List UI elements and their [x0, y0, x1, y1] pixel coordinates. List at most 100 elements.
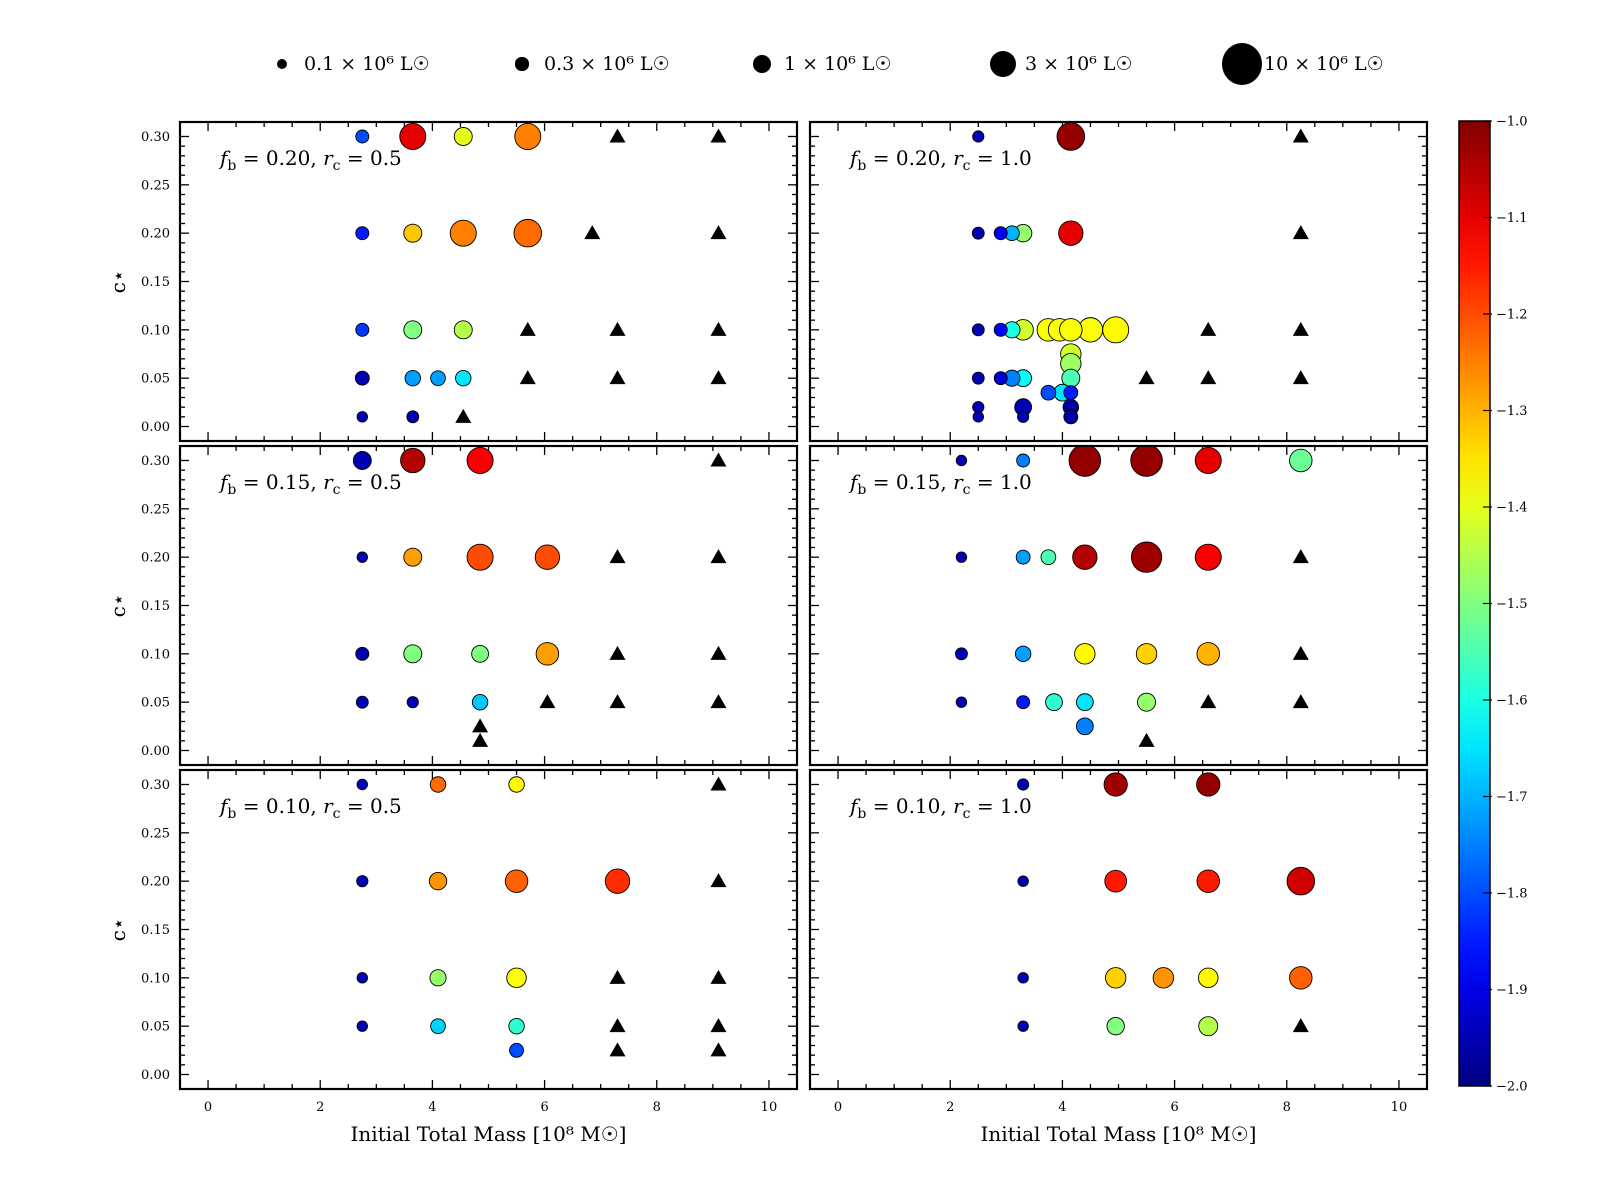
data-point — [1016, 695, 1031, 710]
data-point — [1104, 869, 1128, 893]
panel-fb020-rc05: 0.00 0.05 0.10 0.15 0.20 0.25 0.30 c⋆ fb = 0.20,… — [106, 120, 799, 443]
x-tick-label: 4 — [428, 1100, 436, 1115]
data-point — [1286, 866, 1316, 896]
legend-label: 0.1 × 10⁶ L☉ — [304, 53, 430, 75]
triangle-marker — [1292, 694, 1309, 709]
data-point — [356, 972, 368, 984]
colorbar-tick-label: −2.0 — [1496, 1080, 1528, 1095]
x-tick-label: 10 — [761, 1100, 778, 1115]
data-point — [399, 123, 427, 150]
triangle-marker — [710, 370, 727, 385]
triangle-marker — [1292, 1018, 1309, 1033]
data-point — [1045, 693, 1063, 712]
legend-marker — [515, 57, 529, 71]
data-point — [1289, 966, 1313, 990]
data-point — [471, 644, 489, 663]
data-point — [355, 226, 370, 241]
triangle-marker — [584, 225, 601, 240]
triangle-marker — [609, 321, 626, 336]
data-point — [352, 451, 372, 470]
triangle-marker — [1292, 225, 1309, 240]
legend-item: 3 × 10⁶ L☉ — [983, 44, 1133, 84]
data-point — [355, 129, 370, 144]
data-point — [1102, 316, 1130, 344]
data-point — [506, 967, 527, 989]
triangle-marker — [710, 873, 727, 888]
triangle-marker — [710, 776, 727, 791]
legend-item: 1 × 10⁶ L☉ — [742, 44, 892, 84]
colorbar-tick-label: −1.3 — [1496, 404, 1528, 419]
triangle-marker — [519, 370, 536, 385]
markers — [352, 447, 727, 747]
x-tick-label: 4 — [1058, 1100, 1066, 1115]
y-tick-label: 0.30 — [141, 130, 170, 145]
data-point — [1289, 448, 1313, 473]
legend-marker — [276, 58, 288, 70]
data-point — [1063, 409, 1079, 425]
data-point — [466, 447, 494, 474]
data-point — [1040, 549, 1057, 566]
panel-fb015-rc10: fb = 0.15, rc = 1.0 — [808, 444, 1429, 767]
data-point — [1196, 642, 1220, 666]
panel-label: fb = 0.10, rc = 0.5 — [218, 794, 402, 822]
y-tick-label: 0.10 — [141, 323, 170, 338]
data-point — [355, 695, 369, 709]
y-tick-label: 0.05 — [141, 1020, 170, 1035]
data-point — [534, 544, 561, 570]
panel-frame — [178, 120, 799, 443]
triangle-marker — [472, 732, 489, 747]
triangle-marker — [1292, 645, 1309, 660]
legend-label: 10 × 10⁶ L☉ — [1264, 53, 1384, 75]
x-tick-label: 6 — [540, 1100, 548, 1115]
data-point — [453, 320, 473, 340]
triangle-marker — [455, 408, 472, 423]
data-point — [1135, 643, 1158, 665]
y-tick-label: 0.30 — [141, 454, 170, 469]
y-axis-label: c⋆ — [106, 270, 130, 294]
triangle-marker — [472, 718, 489, 733]
panel-frame — [178, 444, 799, 767]
panel-fb010-rc10: 0 2 4 6 8 10 Initial Total Mass [10⁸ M☉] fb = 0… — [808, 768, 1429, 1146]
legend-item: 0.3 × 10⁶ L☉ — [502, 44, 670, 84]
triangle-marker — [1200, 694, 1217, 709]
triangle-marker — [609, 645, 626, 660]
triangle-marker — [609, 969, 626, 984]
data-point — [1016, 453, 1031, 468]
markers — [354, 123, 727, 424]
panel-label: fb = 0.15, rc = 1.0 — [848, 470, 1032, 498]
data-point — [1074, 643, 1096, 665]
panel-frame — [808, 120, 1429, 443]
y-tick-label: 0.20 — [141, 227, 170, 242]
x-tick-label: 0 — [834, 1100, 842, 1115]
data-point — [1040, 384, 1057, 401]
data-point — [356, 875, 369, 888]
data-point — [1017, 410, 1030, 423]
triangle-marker — [710, 1042, 727, 1057]
legend-marker — [989, 50, 1017, 78]
data-point — [514, 123, 542, 150]
data-point — [1068, 446, 1102, 477]
data-point — [1058, 220, 1084, 246]
colorbar-tick-label: −1.6 — [1496, 694, 1528, 709]
y-tick-label: 0.15 — [141, 923, 170, 938]
data-point — [1106, 1016, 1125, 1036]
legend-label: 1 × 10⁶ L☉ — [784, 53, 892, 75]
data-point — [1137, 692, 1156, 712]
triangle-marker — [1292, 128, 1309, 143]
data-point — [972, 411, 984, 423]
y-tick-label: 0.25 — [141, 502, 170, 517]
y-tick-label: 0.00 — [141, 420, 170, 435]
triangle-marker — [609, 1042, 626, 1057]
panel-frame — [178, 768, 799, 1091]
data-point — [1194, 447, 1222, 474]
markers — [1017, 772, 1316, 1037]
data-point — [972, 401, 985, 414]
data-point — [455, 369, 472, 387]
triangle-marker — [1292, 370, 1309, 385]
data-point — [504, 869, 529, 893]
data-point — [1075, 693, 1094, 712]
legend-marker — [1222, 43, 1262, 85]
legend-label: 0.3 × 10⁶ L☉ — [544, 53, 670, 75]
panel-label: fb = 0.10, rc = 1.0 — [848, 794, 1032, 822]
